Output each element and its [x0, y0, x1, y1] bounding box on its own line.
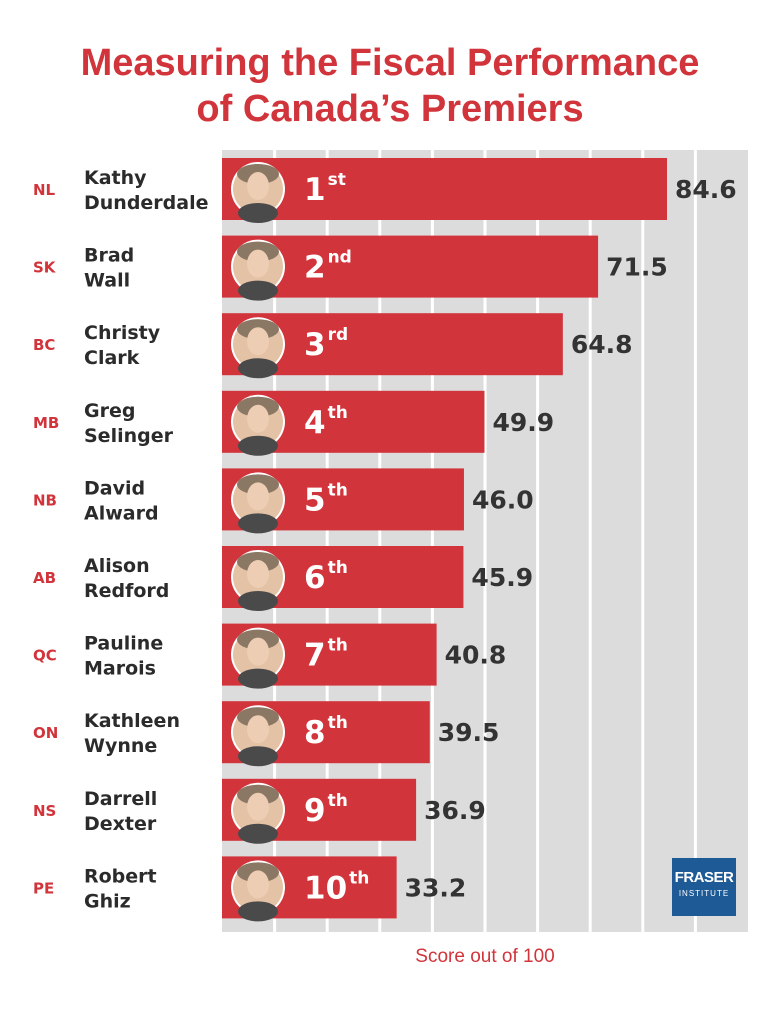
premier-first-name: Robert [84, 865, 157, 887]
province-code: QC [33, 647, 57, 665]
premier-last-name: Alward [84, 502, 159, 524]
rank-label: 8 [304, 715, 326, 751]
chart-title-line-1: Measuring the Fiscal Performance [80, 42, 700, 84]
portrait-face [247, 172, 269, 200]
premier-first-name: Kathy [84, 167, 147, 189]
value-label: 46.0 [472, 485, 534, 514]
portrait-shoulders [238, 513, 278, 534]
value-label: 49.9 [492, 408, 554, 437]
premier-last-name: Wall [84, 270, 130, 292]
value-label: 39.5 [438, 718, 500, 747]
value-label: 40.8 [445, 641, 507, 670]
rank-label: 2 [304, 250, 326, 286]
value-label: 33.2 [405, 873, 467, 902]
rank-label: 10 [304, 870, 347, 906]
portrait-shoulders [238, 358, 278, 379]
portrait-face [247, 792, 269, 821]
rank-suffix: th [349, 868, 369, 888]
rank-suffix: th [328, 636, 348, 656]
premier-last-name: Clark [84, 347, 140, 369]
province-code: BC [33, 336, 55, 354]
province-code: NL [33, 181, 56, 199]
premier-last-name: Redford [84, 580, 169, 602]
rank-suffix: th [328, 403, 348, 423]
rank-label: 7 [304, 638, 326, 674]
value-label: 64.8 [571, 330, 633, 359]
portrait-shoulders [238, 591, 278, 611]
province-code: SK [33, 259, 57, 277]
premier-last-name: Dunderdale [84, 192, 209, 214]
logo-text-top: FRASER [674, 869, 734, 886]
premier-first-name: Greg [84, 400, 135, 422]
logo-text-bottom: INSTITUTE [678, 889, 730, 898]
premier-first-name: Alison [84, 555, 150, 577]
portrait-shoulders [238, 203, 278, 223]
rank-suffix: nd [328, 248, 352, 268]
province-code: NB [33, 491, 57, 509]
premier-last-name: Dexter [84, 813, 157, 835]
portrait-face [247, 637, 269, 666]
rank-suffix: th [328, 791, 348, 811]
portrait-face [247, 715, 269, 744]
province-code: ON [33, 724, 58, 742]
rank-label: 5 [304, 482, 326, 518]
portrait-face [247, 404, 269, 433]
portrait-face [247, 870, 269, 899]
rank-label: 9 [304, 793, 326, 829]
rank-suffix: th [328, 713, 348, 733]
premier-last-name: Marois [84, 658, 156, 680]
premier-last-name: Wynne [84, 735, 157, 757]
premier-last-name: Ghiz [84, 890, 131, 912]
rank-label: 6 [304, 560, 326, 596]
fraser-institute-logo: FRASER INSTITUTE [672, 858, 736, 916]
premier-first-name: Darrell [84, 788, 157, 810]
rank-label: 1 [304, 172, 326, 208]
portrait-shoulders [238, 280, 278, 301]
premier-first-name: Christy [84, 322, 161, 344]
rank-label: 4 [304, 405, 326, 441]
rank-label: 3 [304, 327, 326, 363]
province-code: NS [33, 802, 56, 820]
premier-first-name: David [84, 477, 145, 499]
portrait-face [247, 560, 269, 588]
portrait-shoulders [238, 668, 278, 689]
value-label: 84.6 [675, 175, 737, 204]
premier-first-name: Brad [84, 245, 134, 267]
portrait-face [247, 482, 269, 511]
portrait-shoulders [238, 435, 278, 456]
bar [222, 158, 667, 220]
rank-suffix: st [328, 170, 346, 190]
portrait-shoulders [238, 901, 278, 922]
portrait-face [247, 327, 269, 356]
province-code: PE [33, 879, 54, 897]
province-code: AB [33, 569, 56, 587]
value-label: 71.5 [606, 253, 668, 282]
portrait-shoulders [238, 746, 278, 767]
x-axis-label: Score out of 100 [415, 946, 555, 967]
rank-suffix: th [328, 480, 348, 500]
rank-suffix: rd [328, 325, 349, 345]
rank-suffix: th [328, 558, 348, 578]
premier-first-name: Kathleen [84, 710, 180, 732]
value-label: 36.9 [424, 796, 486, 825]
portrait-shoulders [238, 823, 278, 844]
province-code: MB [33, 414, 59, 432]
premier-last-name: Selinger [84, 425, 174, 447]
chart-title-line-2: of Canada’s Premiers [196, 88, 584, 130]
premier-first-name: Pauline [84, 633, 163, 655]
portrait-face [247, 249, 269, 278]
value-label: 45.9 [471, 563, 533, 592]
